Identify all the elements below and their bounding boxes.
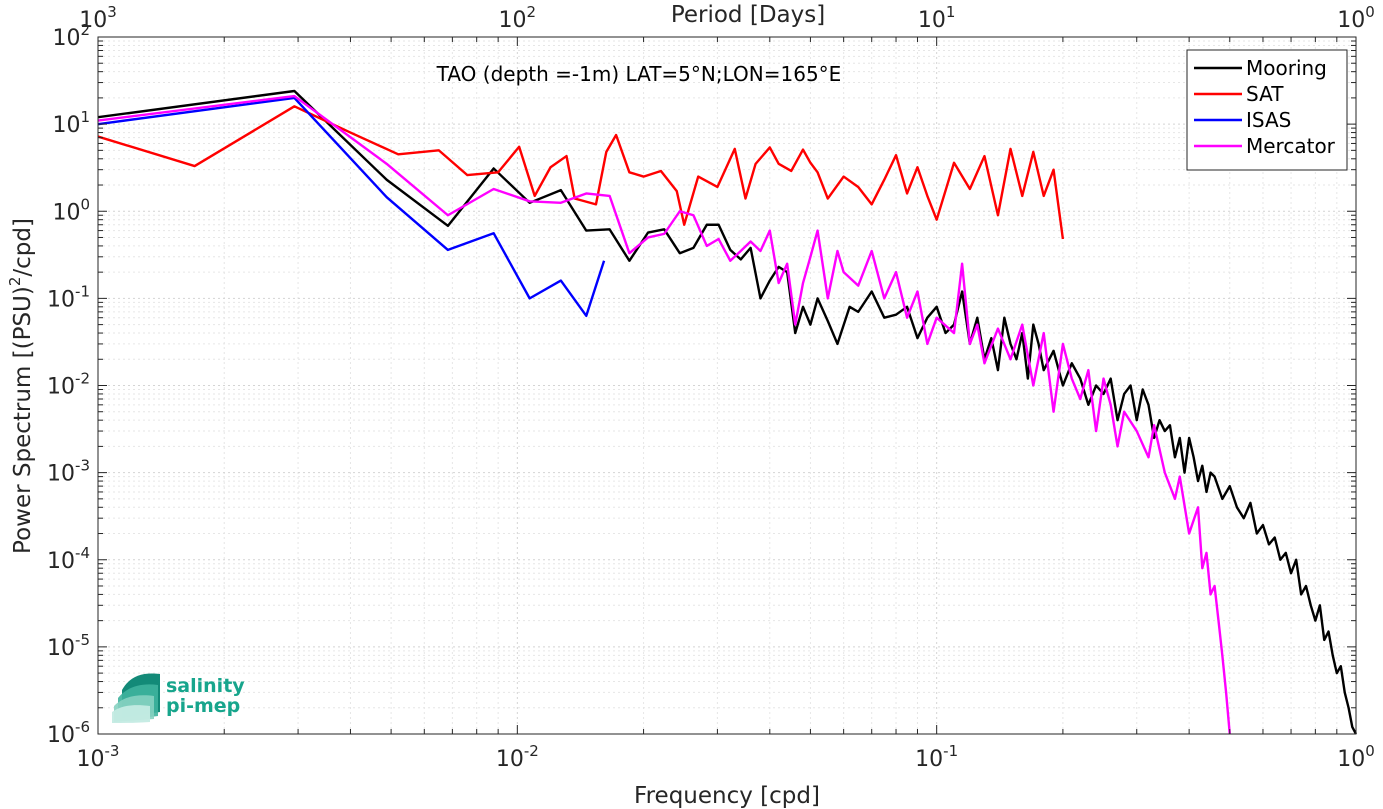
y-tick-label-base: 10 <box>47 549 75 574</box>
x-tick-label-exp: -3 <box>105 742 120 760</box>
top-tick-label-exp: 3 <box>107 3 117 21</box>
x-tick-label-exp: 0 <box>1365 742 1375 760</box>
top-tick-label: 103 <box>79 3 117 33</box>
y-tick-label-exp: -5 <box>75 631 90 649</box>
top-tick-label: 101 <box>918 3 956 33</box>
logo-text-line1: salinity <box>166 675 245 697</box>
x-tick-label-base: 10 <box>915 747 943 772</box>
y-tick-label: 102 <box>52 21 90 51</box>
legend-label-sat: SAT <box>1246 82 1284 106</box>
series-isas <box>97 96 606 318</box>
y-axis-label: Power Spectrum [(PSU)2/cpd] <box>6 218 36 554</box>
y-tick-label-base: 10 <box>47 723 75 748</box>
series-group <box>97 89 1358 735</box>
x-tick-label: 10-3 <box>77 742 120 772</box>
y-tick-label-exp: 0 <box>80 195 90 213</box>
x-tick-label: 10-2 <box>496 742 539 772</box>
series-line-sat <box>97 105 1065 240</box>
x-tick-label: 100 <box>1337 742 1375 772</box>
salinity-pi-mep-logo: salinity pi-mep <box>112 673 245 723</box>
y-tick-label: 10-4 <box>47 544 90 574</box>
y-tick-label-base: 10 <box>52 200 80 225</box>
y-tick-label-base: 10 <box>52 26 80 51</box>
wave-logo-icon <box>112 673 160 723</box>
legend-label-mooring: Mooring <box>1246 56 1327 80</box>
y-tick-label: 10-3 <box>47 457 90 487</box>
x-tick-label-base: 10 <box>77 747 105 772</box>
x-axis-label: Frequency [cpd] <box>634 783 820 809</box>
y-tick-label-base: 10 <box>47 287 75 312</box>
y-tick-label-exp: -1 <box>75 282 90 300</box>
legend-label-mercator: Mercator <box>1246 134 1336 158</box>
y-tick-label-base: 10 <box>47 636 75 661</box>
legend-label-isas: ISAS <box>1246 108 1291 132</box>
y-tick-label-base: 10 <box>47 375 75 400</box>
y-tick-label-exp: -4 <box>75 544 90 562</box>
y-axis-label-sup: 2 <box>6 277 24 287</box>
ticks <box>97 36 1357 735</box>
series-line-isas <box>97 96 606 318</box>
y-tick-label-exp: 1 <box>80 108 90 126</box>
series-line-mooring <box>97 89 1358 735</box>
x-tick-label-exp: -1 <box>943 742 958 760</box>
chart-annotation: TAO (depth =-1m) LAT=5°N;LON=165°E <box>436 62 842 86</box>
x-tick-label-exp: -2 <box>524 742 539 760</box>
y-tick-label-exp: -3 <box>75 457 90 475</box>
y-tick-label-base: 10 <box>52 113 80 138</box>
top-tick-label-exp: 2 <box>527 3 537 21</box>
top-tick-label-base: 10 <box>918 8 946 33</box>
y-tick-label-exp: -6 <box>75 718 90 736</box>
top-tick-label-base: 10 <box>1337 8 1365 33</box>
y-tick-label: 10-6 <box>47 718 90 748</box>
x-tick-label-base: 10 <box>496 747 524 772</box>
y-tick-label: 101 <box>52 108 90 138</box>
series-sat <box>97 105 1065 240</box>
series-mercator <box>97 94 1231 735</box>
y-tick-label: 10-1 <box>47 282 90 312</box>
top-tick-label: 100 <box>1337 3 1375 33</box>
legend-box <box>1186 49 1348 171</box>
top-tick-label-base: 10 <box>499 8 527 33</box>
y-tick-label: 10-5 <box>47 631 90 661</box>
x-tick-label-base: 10 <box>1337 747 1365 772</box>
series-line-mercator <box>97 94 1231 735</box>
top-axis-label: Period [Days] <box>671 2 825 28</box>
top-tick-label-exp: 1 <box>946 3 956 21</box>
logo-text-line2: pi-mep <box>166 695 240 717</box>
y-axis-label-tail: /cpd] <box>10 218 36 277</box>
y-tick-label: 10-2 <box>47 370 90 400</box>
x-tick-label: 10-1 <box>915 742 958 772</box>
y-tick-label: 100 <box>52 195 90 225</box>
top-tick-label-exp: 0 <box>1365 3 1375 21</box>
y-axis-label-main: Power Spectrum [(PSU) <box>10 286 36 554</box>
y-tick-label-exp: -2 <box>75 370 90 388</box>
top-tick-label: 102 <box>499 3 537 33</box>
y-tick-label-base: 10 <box>47 462 75 487</box>
y-tick-label-exp: 2 <box>80 21 90 39</box>
series-mooring <box>97 89 1358 735</box>
top-tick-label-base: 10 <box>79 8 107 33</box>
